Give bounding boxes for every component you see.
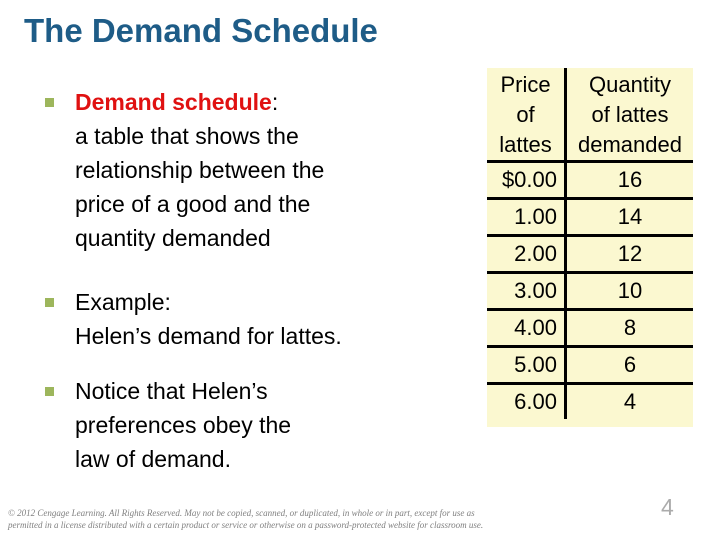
copyright-footer: © 2012 Cengage Learning. All Rights Rese…	[8, 507, 483, 531]
bullet-text-line: preferences obey the	[75, 412, 292, 438]
bullet-item-notice: Notice that Helen’s preferences obey the…	[45, 374, 291, 476]
bullet-item-demand-schedule: Demand schedule: a table that shows the …	[45, 85, 324, 255]
bullet-text-line: Notice that Helen’s	[75, 378, 268, 404]
bullet-text-line: law of demand.	[75, 446, 231, 472]
table-row: $0.00 16	[487, 160, 693, 197]
table-row: 4.00 8	[487, 308, 693, 345]
price-cell: 5.00	[487, 348, 567, 382]
slide-title: The Demand Schedule	[24, 12, 378, 49]
bullet-text-line: a table that shows the	[75, 123, 299, 149]
table-row: 6.00 4	[487, 382, 693, 419]
bullet-text: Notice that Helen’s preferences obey the…	[75, 374, 291, 476]
quantity-cell: 12	[617, 241, 643, 266]
quantity-cell: 8	[623, 315, 637, 340]
quantity-cell: 6	[623, 352, 637, 377]
price-column-header: Price of lattes	[487, 68, 567, 160]
price-cell: 6.00	[487, 385, 567, 419]
table-row: 3.00 10	[487, 271, 693, 308]
quantity-cell: 14	[617, 204, 643, 229]
price-cell: 2.00	[487, 237, 567, 271]
page-number: 4	[661, 494, 674, 520]
table-row: 1.00 14	[487, 197, 693, 234]
bullet-text-line: Example:	[75, 289, 171, 315]
header-line: lattes	[499, 132, 552, 157]
bullet-text: Example: Helen’s demand for lattes.	[75, 285, 342, 353]
bullet-item-example: Example: Helen’s demand for lattes.	[45, 285, 342, 353]
footer-line: permitted in a license distributed with …	[8, 520, 484, 530]
price-cell: 4.00	[487, 311, 567, 345]
quantity-cell: 16	[617, 167, 643, 192]
bullet-text-line: Helen’s demand for lattes.	[75, 323, 342, 349]
bullet-square-icon	[45, 98, 54, 107]
header-line: of	[516, 102, 535, 127]
price-cell: 3.00	[487, 274, 567, 308]
demand-schedule-term-colon: :	[271, 89, 279, 115]
header-line: Quantity	[589, 72, 671, 97]
price-cell: 1.00	[487, 200, 567, 234]
table-header-row: Price of lattes Quantity of lattes deman…	[487, 68, 693, 160]
bullet-term-line: Demand schedule:	[75, 85, 324, 119]
header-line: demanded	[578, 132, 682, 157]
table-row: 5.00 6	[487, 345, 693, 382]
bullet-text-line: quantity demanded	[75, 225, 271, 251]
quantity-cell: 4	[623, 389, 637, 414]
footer-line: © 2012 Cengage Learning. All Rights Rese…	[8, 508, 475, 518]
quantity-cell: 10	[617, 278, 643, 303]
header-line: Price	[500, 72, 551, 97]
table-row: 2.00 12	[487, 234, 693, 271]
demand-schedule-term: Demand schedule	[75, 89, 272, 115]
header-line: of lattes	[591, 102, 669, 127]
bullet-text: Demand schedule: a table that shows the …	[75, 85, 324, 255]
bullet-text-line: relationship between the	[75, 157, 325, 183]
bullet-text-line: price of a good and the	[75, 191, 311, 217]
demand-schedule-table: Price of lattes Quantity of lattes deman…	[487, 68, 693, 427]
quantity-column-header: Quantity of lattes demanded	[567, 68, 693, 160]
bullet-square-icon	[45, 387, 54, 396]
bullet-square-icon	[45, 298, 54, 307]
price-cell: $0.00	[487, 163, 567, 197]
